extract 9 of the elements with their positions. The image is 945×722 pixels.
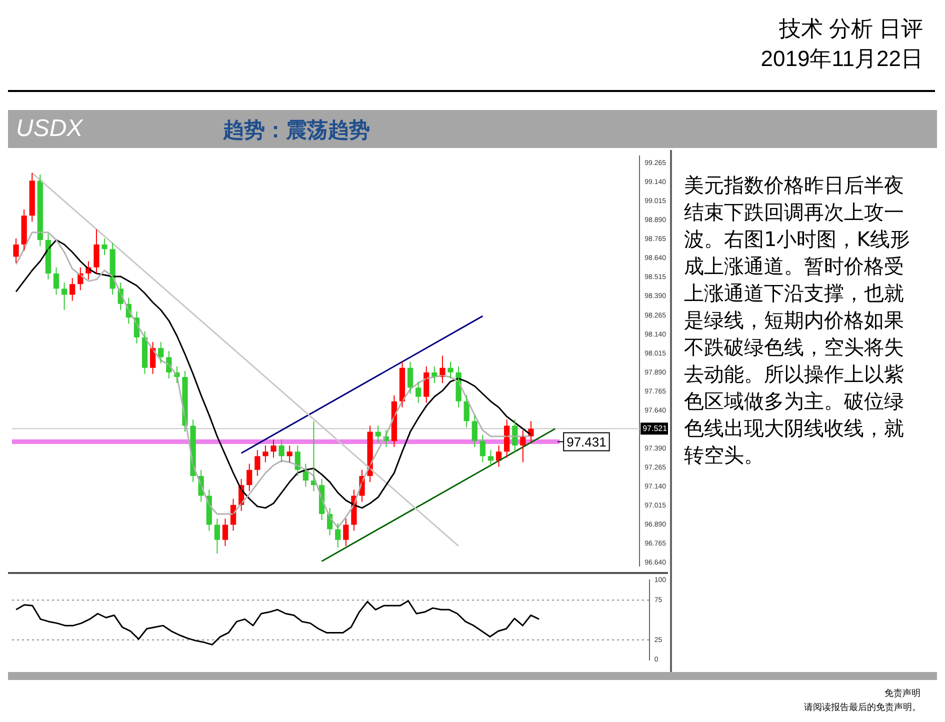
text: 请阅读报告最后的免责声明。 [804,701,921,714]
text: 免责声明 [884,687,921,700]
ref-line-label: 97.521 [642,424,668,433]
chart-title: USDX [16,115,83,143]
chart-subtitle: 趋势：震荡趋势 [223,116,370,144]
text: 技术 分析 日评 [778,15,923,43]
text: 2019年11月22日 [760,45,923,73]
text: 美元指数价格昨日后半夜结束下跌回调再次上攻一波。右图1小时图，K线形成上涨通道。暂时价格受上涨通道下沿支撑，也就是绿线，短期内价格如果不跌破绿色线，空头将失去动能。所以操作上以紫色区域做多为主。破位绿色线出现大阴线收线，就转空头。 [684,173,910,467]
band-label: 97.431 [566,434,606,450]
